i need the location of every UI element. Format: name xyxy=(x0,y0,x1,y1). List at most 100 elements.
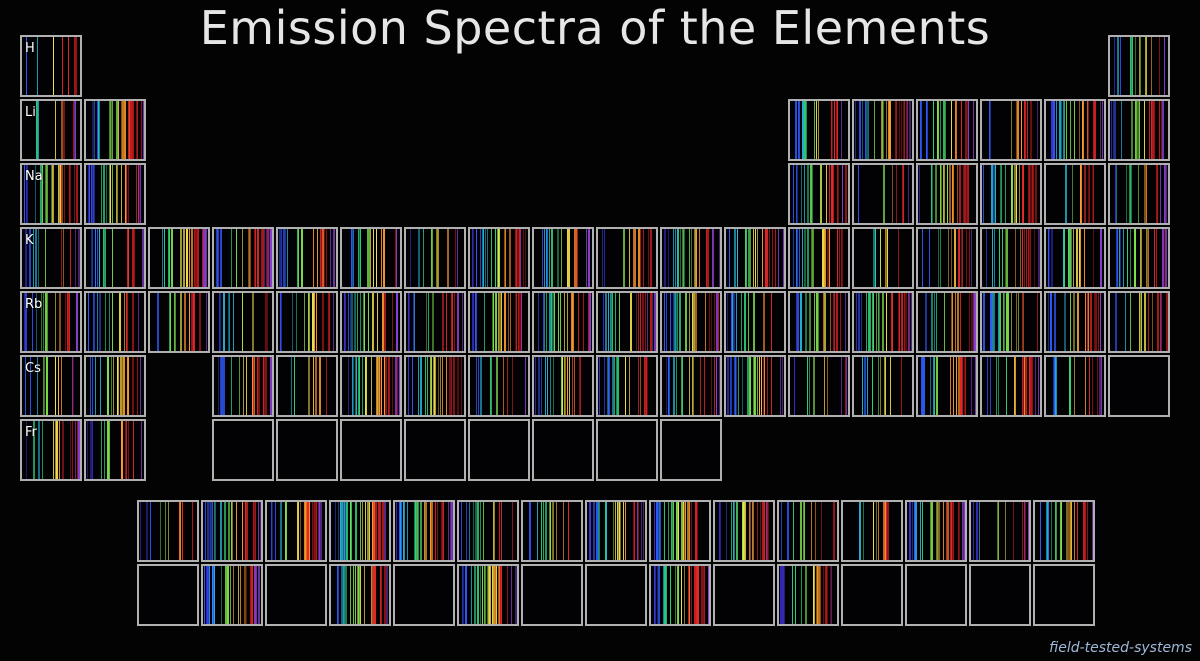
spectral-line xyxy=(885,229,888,287)
spectral-line xyxy=(735,502,737,560)
spectral-line xyxy=(858,101,860,159)
spectral-line xyxy=(258,502,260,560)
spectral-line xyxy=(511,357,513,415)
spectral-line xyxy=(957,357,960,415)
spectral-line xyxy=(642,229,644,287)
spectral-line xyxy=(231,502,232,560)
spectral-line xyxy=(706,229,708,287)
spectral-line xyxy=(61,357,62,415)
spectral-line xyxy=(266,293,269,351)
spectral-line xyxy=(132,421,134,479)
spectral-line xyxy=(52,37,54,95)
spectral-line xyxy=(796,165,798,223)
spectral-line xyxy=(307,293,309,351)
spectral-line xyxy=(62,165,64,223)
spectral-line xyxy=(969,293,971,351)
spectral-line xyxy=(881,101,884,159)
spectral-line xyxy=(875,502,877,560)
spectral-line xyxy=(932,101,934,159)
spectral-line xyxy=(689,293,691,351)
spectral-line xyxy=(866,101,869,159)
spectral-line xyxy=(372,293,374,351)
spectral-line xyxy=(603,357,605,415)
spectral-line xyxy=(884,357,887,415)
spectral-line xyxy=(474,293,476,351)
spectral-line xyxy=(732,502,735,560)
element-cell xyxy=(340,227,402,289)
spectral-line xyxy=(794,566,796,624)
spectral-line xyxy=(58,357,59,415)
spectral-line xyxy=(704,293,706,351)
spectral-line xyxy=(688,502,689,560)
spectral-line xyxy=(931,293,933,351)
spectral-line xyxy=(548,229,550,287)
element-cell xyxy=(468,355,530,417)
spectral-line xyxy=(793,165,795,223)
spectral-line xyxy=(91,357,93,415)
spectral-line xyxy=(1022,357,1024,415)
spectral-line xyxy=(140,101,142,159)
spectral-line xyxy=(573,357,575,415)
spectral-line xyxy=(1047,502,1049,560)
element-cell xyxy=(84,163,146,225)
spectral-line xyxy=(254,229,255,287)
spectral-line xyxy=(825,229,827,287)
element-cell xyxy=(1044,355,1106,417)
spectral-line xyxy=(628,357,630,415)
spectral-line xyxy=(553,293,555,351)
spectral-line xyxy=(214,566,216,624)
spectral-line xyxy=(316,502,318,560)
spectral-line xyxy=(1024,101,1026,159)
spectral-line xyxy=(800,566,802,624)
spectral-line xyxy=(950,229,952,287)
spectral-line xyxy=(873,101,875,159)
spectral-line xyxy=(1099,357,1102,415)
spectral-line xyxy=(262,357,264,415)
spectral-line xyxy=(137,293,139,351)
spectral-line xyxy=(800,293,802,351)
spectral-line xyxy=(228,502,231,560)
spectral-line xyxy=(744,293,746,351)
spectral-line xyxy=(986,357,988,415)
actinide-cell xyxy=(713,564,775,626)
spectral-line xyxy=(951,502,953,560)
spectral-line xyxy=(1006,229,1009,287)
spectral-line xyxy=(1086,293,1088,351)
spectral-line xyxy=(560,229,562,287)
spectral-line xyxy=(188,229,190,287)
spectral-line xyxy=(343,293,345,351)
spectral-line xyxy=(73,101,75,159)
spectral-line xyxy=(367,502,370,560)
spectral-line xyxy=(1004,165,1006,223)
actinide-cell xyxy=(393,564,455,626)
spectral-line xyxy=(118,293,121,351)
spectral-line xyxy=(911,502,913,560)
spectral-line xyxy=(501,502,503,560)
spectral-line xyxy=(804,502,805,560)
spectral-line xyxy=(1073,101,1075,159)
spectral-line xyxy=(205,502,206,560)
spectral-line xyxy=(255,502,257,560)
spectral-line xyxy=(767,502,769,560)
spectral-line xyxy=(599,357,601,415)
element-cell xyxy=(724,227,786,289)
element-cell xyxy=(404,419,466,481)
spectral-line xyxy=(1030,101,1032,159)
spectral-line xyxy=(40,165,41,223)
spectral-line xyxy=(727,293,729,351)
spectral-line xyxy=(509,229,511,287)
spectral-line xyxy=(428,293,429,351)
spectral-line xyxy=(550,357,552,415)
spectral-line xyxy=(715,293,717,351)
spectral-line xyxy=(597,502,599,560)
spectral-line xyxy=(618,502,621,560)
spectral-line xyxy=(250,566,252,624)
spectral-line xyxy=(806,165,809,223)
spectral-line xyxy=(885,229,887,287)
element-cell xyxy=(340,419,402,481)
spectral-line xyxy=(506,566,508,624)
spectral-line xyxy=(994,165,996,223)
spectral-line xyxy=(1140,229,1141,287)
spectral-line xyxy=(809,357,811,415)
spectral-line xyxy=(33,421,36,479)
